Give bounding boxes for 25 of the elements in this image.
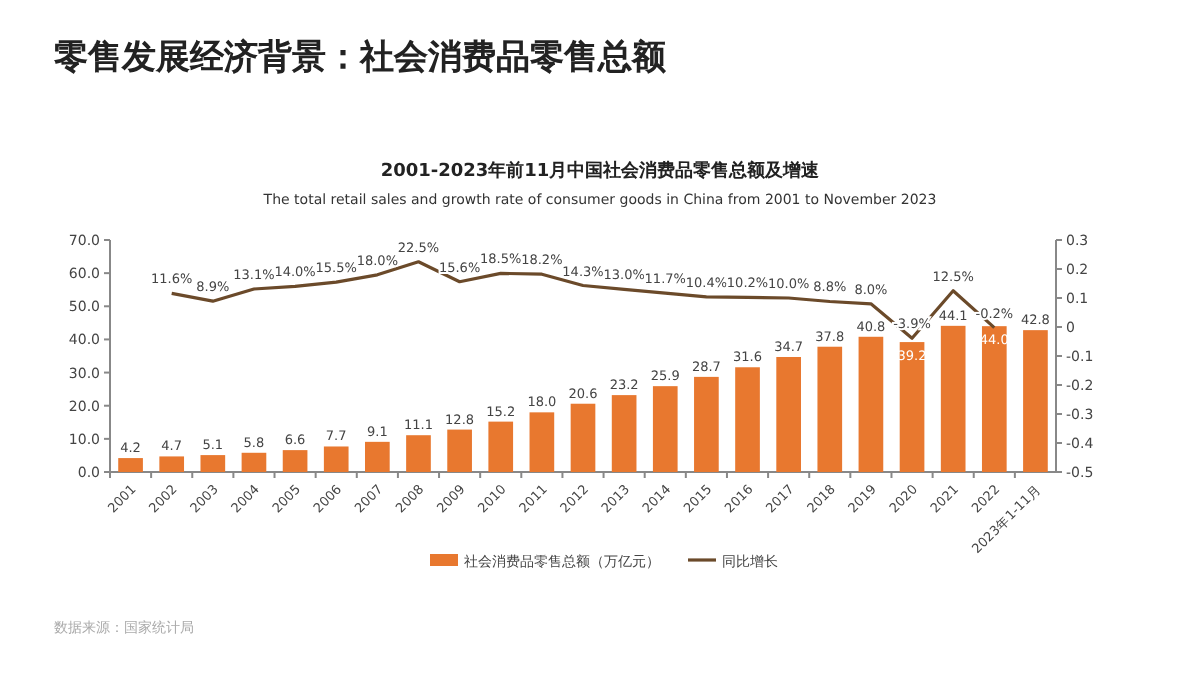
bar [899,342,925,472]
chart-title: 2001-2023年前11月中国社会消费品零售总额及增速 [380,160,822,182]
text: 零售发展经济背景：社会消费品零售总额 [52,38,668,78]
bar [200,455,226,472]
bar [282,450,308,472]
bar [159,456,185,472]
bar [817,346,843,472]
bar [447,429,472,472]
bar [406,435,431,472]
bar [529,412,555,472]
bar [735,367,760,472]
bar [365,441,390,472]
bar [652,386,678,472]
bar [118,458,143,472]
bar [488,421,514,472]
bar [981,326,1007,472]
bar [858,336,884,472]
bar [241,452,267,472]
bar [611,395,637,472]
bar [940,325,966,472]
bar [1023,330,1048,472]
bar [323,446,349,472]
bar [570,403,596,472]
bar [694,376,719,472]
bar [776,356,801,472]
